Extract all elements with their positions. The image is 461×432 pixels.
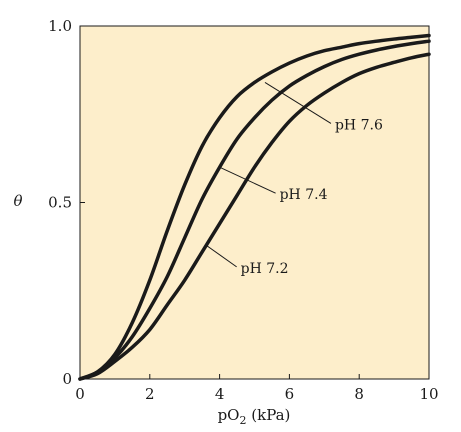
series-labels: pH 7.6 pH 7.4 pH 7.2 <box>205 82 383 277</box>
series-label: pH 7.4 <box>280 187 328 203</box>
series-label-leader <box>205 244 237 268</box>
y-tick-label: 0 <box>62 370 72 388</box>
x-tick-label: 0 <box>75 385 85 403</box>
series-line-ph-7-4 <box>78 39 431 381</box>
x-axis-label-unit: (kPa) <box>246 406 290 424</box>
y-axis-label: θ <box>13 192 22 210</box>
x-tick-label: 10 <box>419 385 438 403</box>
x-tick-label: 4 <box>215 385 225 403</box>
x-tick-label: 6 <box>285 385 295 403</box>
series-lines <box>78 33 431 381</box>
series-line-ph-7-2 <box>78 52 431 381</box>
plot-area <box>79 25 430 380</box>
series-label-leader <box>219 166 276 194</box>
x-axis-label: pO2 (kPa) <box>218 406 291 427</box>
y-tick-label: 1.0 <box>48 17 72 35</box>
x-tick-label: 8 <box>354 385 364 403</box>
series-label: pH 7.6 <box>335 117 383 133</box>
series-label: pH 7.2 <box>241 261 289 277</box>
y-tick-label: 0.5 <box>48 194 72 212</box>
series-label-leader <box>264 82 332 124</box>
x-tick-label: 2 <box>145 385 155 403</box>
x-axis-ticks: 0 2 4 6 8 10 <box>75 374 439 403</box>
y-axis-ticks: 0 0.5 1.0 <box>48 17 85 388</box>
series-line-ph-7-6 <box>78 33 431 381</box>
x-axis-label-main: pO <box>218 406 240 424</box>
x-axis-label-subscript: 2 <box>239 414 246 427</box>
